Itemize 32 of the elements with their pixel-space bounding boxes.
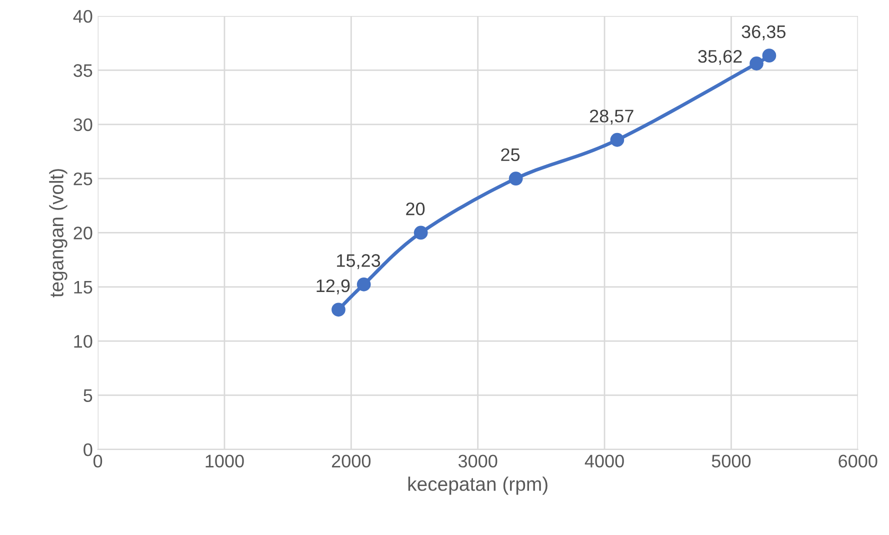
y-tick-label: 10 bbox=[74, 334, 92, 348]
point bbox=[332, 302, 346, 317]
x-tick-label: 2000 bbox=[332, 454, 371, 468]
point bbox=[508, 172, 523, 186]
point bbox=[610, 132, 624, 147]
data-label: 12,9 bbox=[316, 279, 350, 294]
x-tick-label: 0 bbox=[93, 454, 102, 468]
data-label: 36,35 bbox=[742, 25, 786, 40]
data-label: 28,57 bbox=[590, 110, 634, 125]
x-tick-label: 4000 bbox=[584, 454, 624, 468]
y-tick-label: 25 bbox=[74, 172, 92, 186]
point bbox=[356, 277, 371, 292]
point bbox=[414, 226, 428, 240]
x-tick-label: 6000 bbox=[838, 454, 878, 468]
data-label: 20 bbox=[406, 202, 425, 216]
y-tick-label: 40 bbox=[73, 10, 92, 23]
point bbox=[762, 48, 776, 63]
x-axis-title: kecepatan (rpm) bbox=[408, 476, 548, 495]
y-tick-label: 30 bbox=[74, 118, 92, 132]
x-tick-label: 5000 bbox=[712, 454, 751, 468]
x-tick-label: 3000 bbox=[458, 454, 498, 468]
point bbox=[750, 56, 764, 70]
y-tick-label: 20 bbox=[74, 226, 92, 240]
y-tick-label: 15 bbox=[74, 281, 92, 294]
y-tick-label: 35 bbox=[74, 64, 92, 77]
y-tick-label: 5 bbox=[84, 389, 92, 402]
data-label: 35,62 bbox=[698, 50, 742, 65]
x-tick-label: 1000 bbox=[206, 454, 244, 468]
y-tick-label: 0 bbox=[84, 443, 92, 456]
data-label: 15,23 bbox=[337, 254, 380, 270]
y-axis-title: tegangan (volt) bbox=[49, 169, 68, 298]
data-label: 25 bbox=[501, 148, 520, 162]
